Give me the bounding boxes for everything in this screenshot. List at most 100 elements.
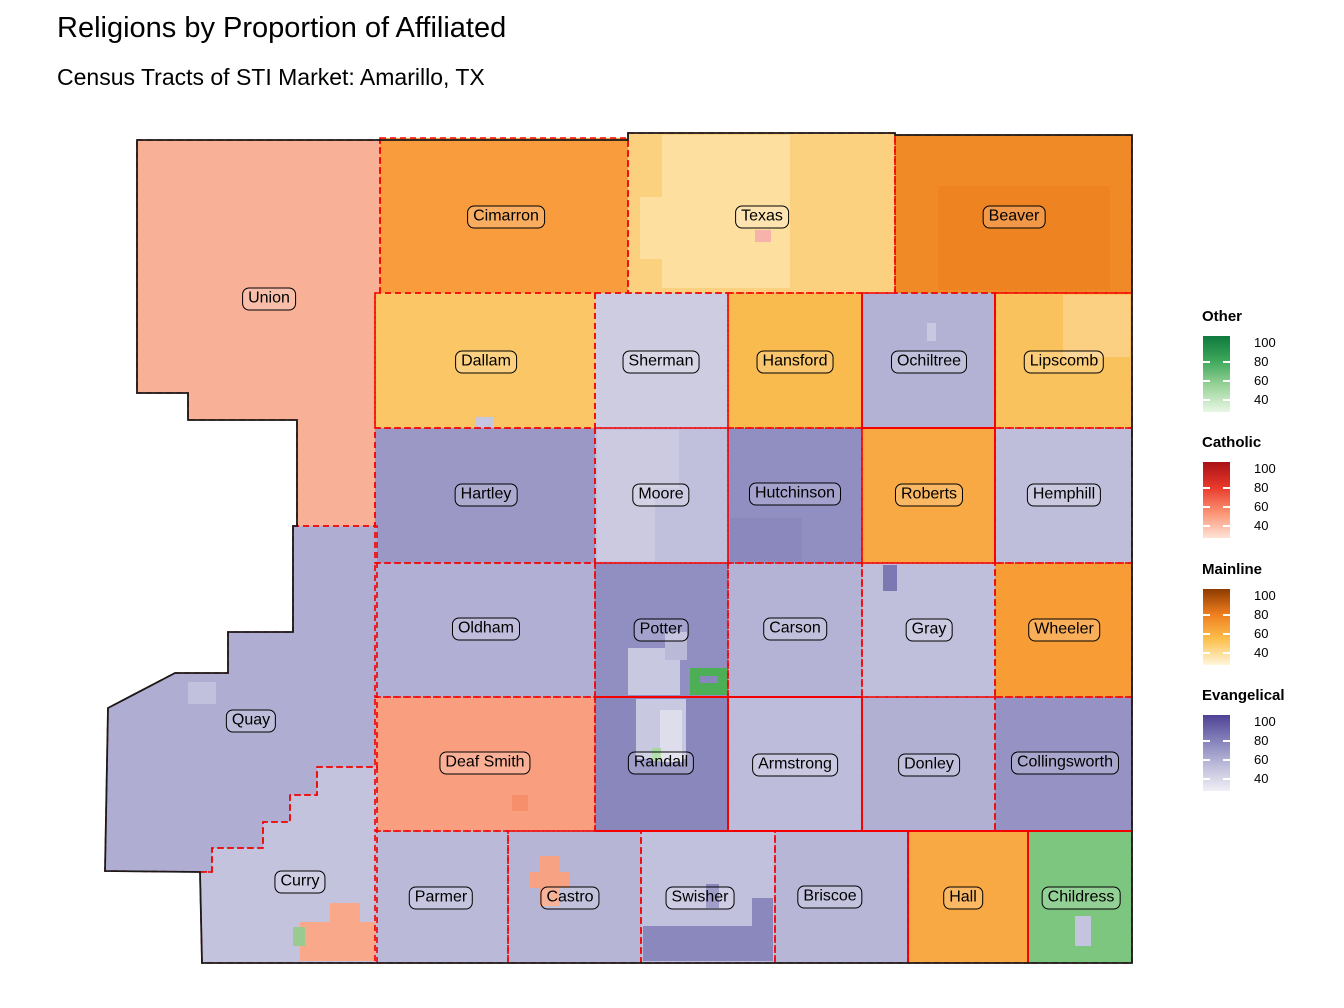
legend-tick-label: 60 bbox=[1254, 499, 1269, 514]
legend-tick-mark bbox=[1203, 399, 1210, 401]
county-collingsworth[interactable] bbox=[995, 697, 1132, 831]
census-tract-patch bbox=[512, 795, 528, 811]
legend-tick-label: 40 bbox=[1254, 518, 1269, 533]
census-tract-patch bbox=[730, 518, 802, 561]
legend-tick-label: 80 bbox=[1254, 354, 1269, 369]
legend-tick-mark bbox=[1203, 361, 1210, 363]
county-gray[interactable] bbox=[862, 563, 995, 697]
census-tract-patch bbox=[706, 884, 719, 908]
legend-tick-mark bbox=[1223, 399, 1230, 401]
census-tract-patch bbox=[755, 230, 771, 242]
legend-tick-mark bbox=[1203, 380, 1210, 382]
legend-tick-label: 40 bbox=[1254, 771, 1269, 786]
legend-tick-label: 60 bbox=[1254, 752, 1269, 767]
census-tract-patch bbox=[662, 135, 790, 288]
legend-tick-label: 80 bbox=[1254, 733, 1269, 748]
page-title: Religions by Proportion of Affiliated bbox=[57, 12, 507, 44]
legend-tick-mark bbox=[1203, 740, 1210, 742]
county-border-sherman bbox=[594, 292, 729, 429]
county-hansford[interactable] bbox=[728, 293, 862, 428]
census-tract-patch bbox=[665, 632, 687, 660]
county-deaf-smith[interactable] bbox=[375, 697, 595, 831]
census-tract-patch bbox=[883, 565, 897, 591]
census-tract-patch bbox=[530, 872, 570, 888]
county-donley[interactable] bbox=[862, 697, 995, 831]
county-carson[interactable] bbox=[728, 563, 862, 697]
legend-title-mainline: Mainline bbox=[1202, 561, 1263, 578]
census-tract-patch bbox=[652, 748, 661, 761]
legend-mainline: Mainline 100 80 60 40 bbox=[1202, 561, 1342, 671]
legend-title-other: Other bbox=[1202, 308, 1243, 325]
county-border-potter bbox=[594, 562, 729, 698]
county-castro[interactable] bbox=[508, 831, 641, 963]
census-tract-patch bbox=[700, 676, 718, 683]
census-tract-patch bbox=[475, 417, 493, 428]
legend-tick-label: 100 bbox=[1254, 588, 1276, 603]
legend-tick-mark bbox=[1203, 778, 1210, 780]
census-tract-patch bbox=[752, 898, 773, 930]
county-quay[interactable] bbox=[105, 526, 377, 872]
legend-tick-mark bbox=[1223, 525, 1230, 527]
legend-tick-label: 40 bbox=[1254, 392, 1269, 407]
census-tract-patch bbox=[188, 682, 216, 704]
legend-evangelical: Evangelical 100 80 60 40 bbox=[1202, 687, 1342, 797]
legend-tick-label: 100 bbox=[1254, 461, 1276, 476]
legend-tick-label: 100 bbox=[1254, 714, 1276, 729]
legend-tick-mark bbox=[1223, 614, 1230, 616]
county-sherman[interactable] bbox=[595, 293, 728, 428]
census-tract-patch bbox=[643, 926, 773, 961]
legend-tick-mark bbox=[1203, 614, 1210, 616]
census-tract-patch bbox=[938, 186, 1110, 290]
county-cimarron[interactable] bbox=[380, 138, 628, 293]
county-dallam[interactable] bbox=[375, 293, 595, 428]
legend-tick-mark bbox=[1223, 759, 1230, 761]
legend-tick-mark bbox=[1223, 778, 1230, 780]
legend-tick-mark bbox=[1203, 759, 1210, 761]
census-tract-patch bbox=[300, 922, 376, 961]
map-outer-boundary bbox=[104, 132, 1133, 964]
county-parmer[interactable] bbox=[375, 831, 508, 963]
county-border-moore bbox=[594, 427, 729, 564]
county-wheeler[interactable] bbox=[995, 563, 1132, 697]
legend-catholic: Catholic 100 80 60 40 bbox=[1202, 434, 1342, 544]
census-tract-patch bbox=[655, 430, 679, 488]
county-hall[interactable] bbox=[908, 831, 1028, 963]
county-hemphill[interactable] bbox=[995, 428, 1132, 563]
legend-panel: Other 100 80 60 40 Catholic 100 80 60 40 Mainline 1… bbox=[1202, 0, 1342, 1008]
census-tract-patch bbox=[640, 197, 664, 259]
county-childress[interactable] bbox=[1028, 831, 1132, 963]
legend-tick-label: 100 bbox=[1254, 335, 1276, 350]
legend-tick-label: 60 bbox=[1254, 626, 1269, 641]
county-hartley[interactable] bbox=[375, 428, 595, 563]
legend-tick-mark bbox=[1203, 506, 1210, 508]
county-border-randall bbox=[594, 696, 729, 832]
legend-tick-mark bbox=[1223, 633, 1230, 635]
census-tract-patch bbox=[330, 903, 360, 925]
county-armstrong[interactable] bbox=[728, 697, 862, 831]
county-roberts[interactable] bbox=[862, 428, 995, 563]
legend-tick-label: 80 bbox=[1254, 607, 1269, 622]
legend-tick-mark bbox=[1223, 506, 1230, 508]
county-briscoe[interactable] bbox=[775, 831, 908, 963]
county-ochiltree[interactable] bbox=[862, 293, 995, 428]
census-tract-patch bbox=[660, 710, 682, 762]
legend-tick-mark bbox=[1223, 740, 1230, 742]
legend-title-catholic: Catholic bbox=[1202, 434, 1262, 451]
legend-tick-label: 40 bbox=[1254, 645, 1269, 660]
legend-tick-mark bbox=[1203, 487, 1210, 489]
legend-tick-mark bbox=[1223, 380, 1230, 382]
legend-tick-mark bbox=[1223, 487, 1230, 489]
county-border-roberts bbox=[861, 427, 996, 564]
legend-tick-mark bbox=[1203, 633, 1210, 635]
legend-tick-label: 80 bbox=[1254, 480, 1269, 495]
county-oldham[interactable] bbox=[375, 563, 595, 697]
county-union[interactable] bbox=[137, 140, 380, 526]
census-tract-patch bbox=[1075, 916, 1091, 946]
census-tract-patch bbox=[927, 323, 936, 341]
census-tract-patch bbox=[1063, 295, 1130, 357]
legend-tick-mark bbox=[1203, 525, 1210, 527]
census-tract-patch bbox=[597, 430, 655, 561]
county-randall[interactable] bbox=[595, 697, 728, 831]
